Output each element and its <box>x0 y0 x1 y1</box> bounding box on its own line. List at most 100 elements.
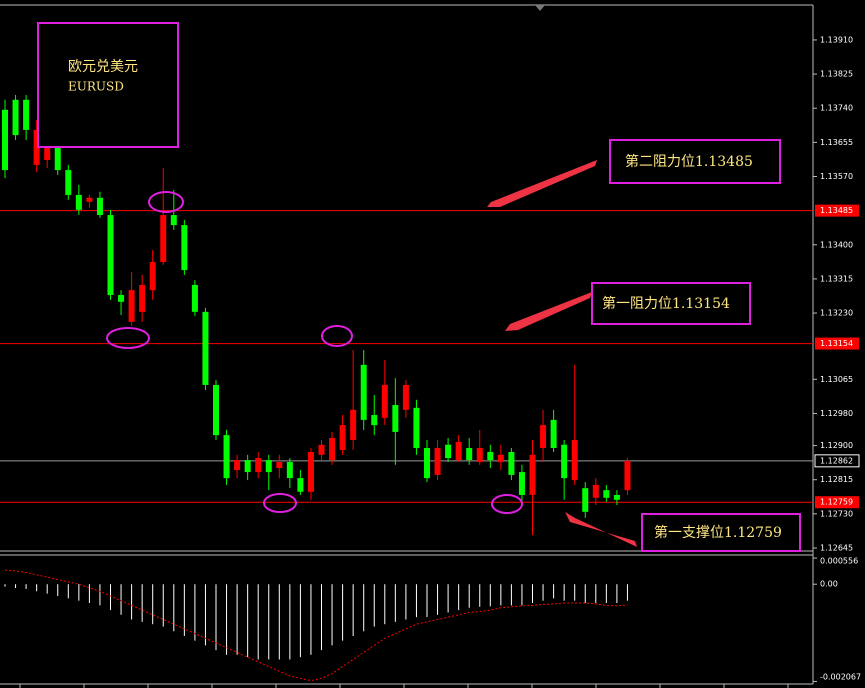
y-tick-label: 1.12980 <box>820 409 853 418</box>
candle-body <box>2 109 8 171</box>
y-tick-label: -0.002067 <box>820 673 861 682</box>
price-label: 1.13485 <box>820 206 853 215</box>
y-tick-label: 0.000556 <box>820 557 858 566</box>
candle-body <box>518 472 525 495</box>
candle-body <box>202 311 209 385</box>
candle-body <box>497 454 504 463</box>
highlight-circle <box>106 327 150 349</box>
candle-body <box>371 415 378 426</box>
candle-body <box>160 215 167 263</box>
candle-body <box>234 460 241 471</box>
y-tick-label: 1.13825 <box>820 70 853 79</box>
candle-body <box>318 444 325 455</box>
arrow <box>565 512 637 547</box>
candle-body <box>223 435 230 479</box>
annotation: 第一阻力位1.13154 <box>602 295 730 312</box>
candle-body <box>592 484 599 498</box>
candle-body <box>529 454 536 495</box>
candle-body <box>339 425 346 450</box>
candle-body <box>65 170 72 195</box>
candle-body <box>33 129 40 165</box>
candle-body <box>255 458 262 473</box>
y-tick-label: 1.13315 <box>820 274 853 283</box>
chart-title: 欧元兑美元 <box>68 59 138 75</box>
candle-body <box>582 488 589 512</box>
highlight-circle <box>321 325 353 347</box>
y-tick-label: 1.12730 <box>820 509 853 518</box>
price-label: 1.12862 <box>820 456 853 465</box>
candle-body <box>455 441 462 461</box>
y-tick-label: 1.12815 <box>820 475 853 484</box>
candle-body <box>624 460 631 491</box>
annotation-box <box>641 513 801 552</box>
annotation-box <box>591 282 751 325</box>
shift-marker <box>535 5 545 11</box>
candle-body <box>508 452 515 475</box>
candle-body <box>487 452 494 461</box>
price-label: 1.12759 <box>820 498 853 507</box>
signal-line <box>4 569 628 682</box>
candle-body <box>118 294 125 302</box>
candle-body <box>603 490 610 498</box>
candle-body <box>96 197 103 216</box>
candle-body <box>265 460 272 473</box>
candle-body <box>360 364 367 420</box>
plot: 1.13910 1.13825 1.13740 1.13655 1.13570 1.134… <box>0 35 861 688</box>
candle-body <box>476 447 483 463</box>
price-label-bg <box>814 454 860 468</box>
annotation: 第二阻力位1.13485 <box>625 153 753 170</box>
candle-body <box>244 460 251 473</box>
price-label-bg <box>815 204 859 217</box>
candle-body <box>392 405 399 432</box>
arrow <box>505 292 592 331</box>
y-tick-label: 0.00 <box>820 580 838 589</box>
price-label: 1.13154 <box>820 339 853 348</box>
y-tick-label: 1.13655 <box>820 138 853 147</box>
candle-body <box>23 99 30 130</box>
annotation: 第一支撑位1.12759 <box>654 524 782 541</box>
candle-body <box>307 452 314 492</box>
candle-body <box>170 215 177 226</box>
price-label-bg <box>815 496 859 509</box>
candle-body <box>550 419 557 448</box>
candle-body <box>213 384 219 436</box>
candle-body <box>381 384 388 418</box>
y-tick-label: 1.13230 <box>820 309 853 318</box>
candle-body <box>86 197 93 202</box>
candle-body <box>424 447 430 479</box>
arrow <box>487 160 597 207</box>
y-tick-label: 1.12900 <box>820 441 853 450</box>
candle-body <box>613 494 620 500</box>
price-label-bg <box>815 337 859 350</box>
annotation-box <box>609 139 781 184</box>
candle-body <box>276 462 283 469</box>
candle-body <box>413 407 420 448</box>
y-tick-label: 1.13400 <box>820 240 853 249</box>
candle-body <box>297 478 304 492</box>
y-tick-label: 1.12645 <box>820 543 853 552</box>
y-tick-label: 1.13740 <box>820 104 853 113</box>
candle-body <box>350 409 357 440</box>
candle-body <box>434 447 441 475</box>
candle-body <box>402 384 409 410</box>
candle-body <box>139 284 146 312</box>
candle-body <box>149 262 156 291</box>
candle-body <box>329 437 336 461</box>
candle-body <box>445 444 452 459</box>
candle-body <box>54 127 61 171</box>
candle-body <box>571 439 578 481</box>
title-box <box>37 22 179 148</box>
candle-body <box>561 444 568 479</box>
candle-body <box>466 447 473 461</box>
candle-body <box>191 284 198 312</box>
highlight-circle <box>491 494 523 514</box>
chart-subtitle: EURUSD <box>68 80 124 94</box>
y-tick-label: 1.13065 <box>820 375 853 384</box>
y-tick-label: 1.13570 <box>820 172 853 181</box>
candle-body <box>128 290 135 322</box>
y-tick-label: 1.13910 <box>820 35 853 44</box>
highlight-circle <box>263 493 297 513</box>
candle-body <box>44 139 51 161</box>
candle-body <box>12 99 19 136</box>
